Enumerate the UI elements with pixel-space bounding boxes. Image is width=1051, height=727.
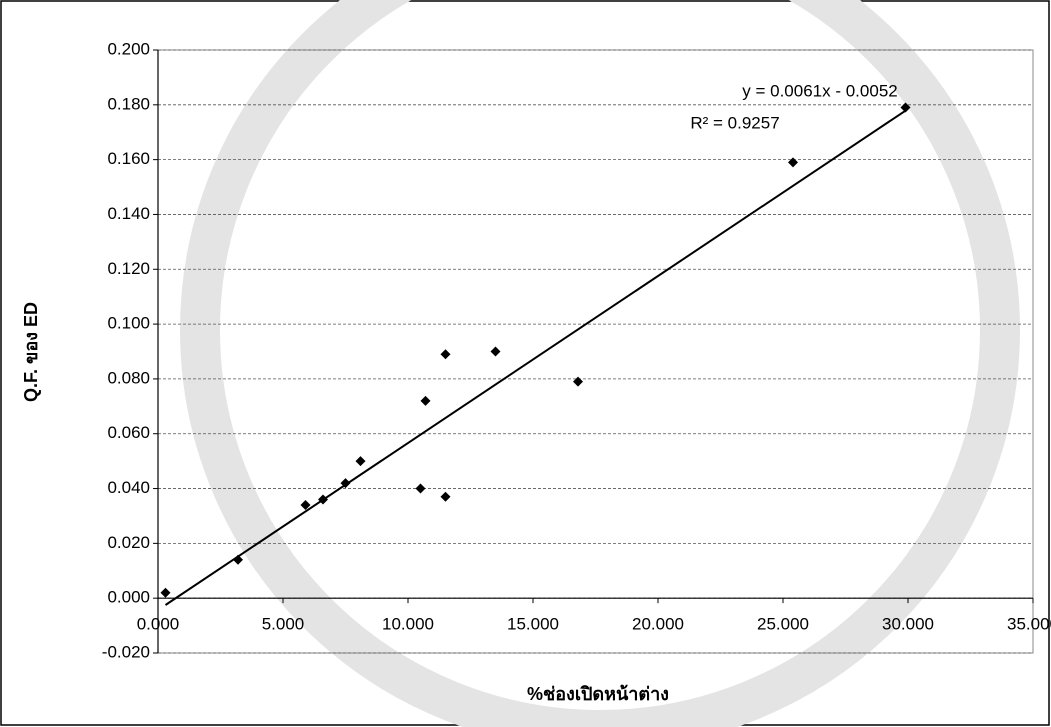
y-tick-label: 0.100 [107,314,150,333]
y-tick-label: 0.140 [107,204,150,223]
point [573,376,583,387]
y-tick-label: 0.180 [107,94,150,113]
y-tick-label: 0.120 [107,259,150,278]
r-squared: R² = 0.9257 [690,113,779,132]
y-tick-label: -0.020 [102,642,150,661]
point [900,102,911,113]
point [490,346,501,357]
point [440,491,451,502]
watermark [180,0,1020,727]
y-tick-label: 0.160 [107,149,150,168]
point [233,554,243,565]
point [788,157,798,168]
x-axis-title: %ช่องเปิดหน้าต่าง [527,684,669,704]
y-tick-label: 0.080 [107,368,150,387]
y-axis-title: Q.F. ของ ED [21,302,41,402]
point [160,587,171,598]
point [420,395,431,406]
point [415,483,426,494]
x-tick-label: 15.000 [507,615,559,634]
point [355,456,366,467]
y-tick-label: 0.060 [107,423,150,442]
point [340,478,351,489]
x-tick-label: 35.000 [1007,615,1051,634]
x-tick-label: 25.000 [757,615,809,634]
point [318,494,328,505]
x-tick-label: 20.000 [632,615,684,634]
trend-equation: y = 0.0061x - 0.0052 [742,81,897,100]
x-tick-label: 5.000 [262,615,305,634]
trendline [164,109,907,606]
y-tick-label: 0.020 [107,533,150,552]
x-tick-label: 30.000 [882,615,934,634]
point [300,499,311,510]
y-tick-label: 0.000 [107,588,150,607]
x-tick-label: 10.000 [382,615,434,634]
y-tick-label: 0.040 [107,478,150,497]
point [440,349,451,360]
y-tick-label: 0.200 [107,39,150,58]
